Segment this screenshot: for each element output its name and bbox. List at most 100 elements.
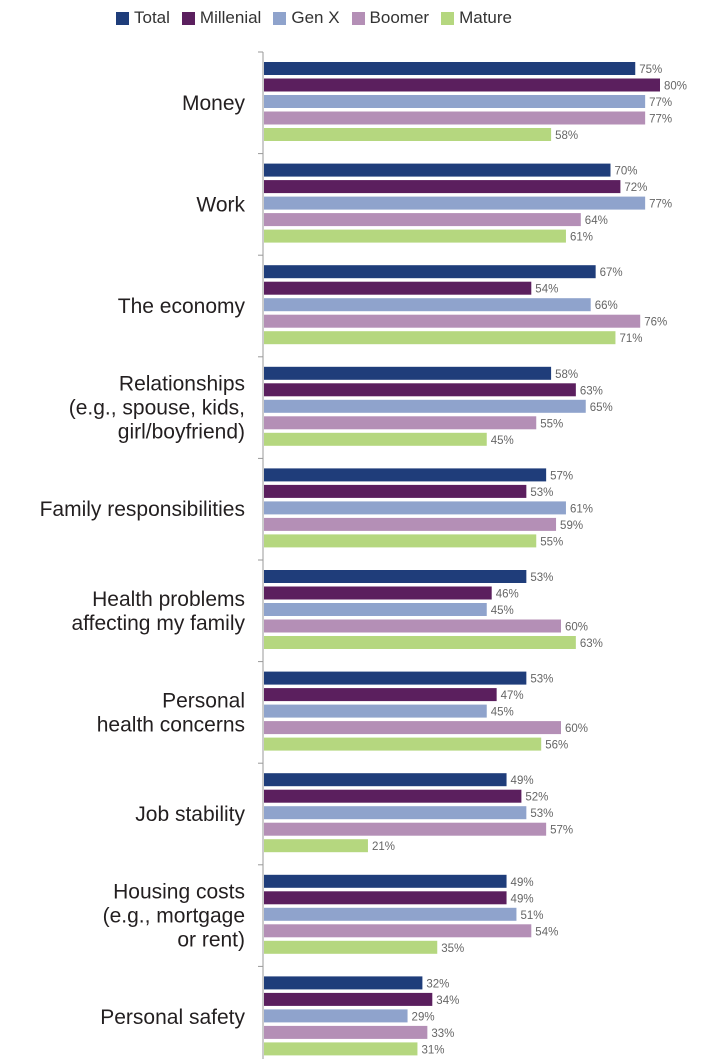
category-label: Health problems affecting my family xyxy=(71,588,245,635)
data-label: 61% xyxy=(570,503,593,515)
data-label: 45% xyxy=(491,707,514,719)
bar-gen-x xyxy=(264,196,646,210)
bar-gen-x xyxy=(264,501,566,515)
bar-boomer xyxy=(264,517,557,531)
legend-label: Millenial xyxy=(199,8,262,27)
data-label: 75% xyxy=(639,64,662,76)
bar-mature xyxy=(264,737,542,751)
bar-total xyxy=(264,874,507,888)
data-label: 51% xyxy=(520,910,543,922)
bar-mature xyxy=(264,636,576,649)
legend-label: Gen X xyxy=(291,8,340,27)
category-label-line: girl/boyfriend) xyxy=(118,421,245,444)
data-label: 49% xyxy=(511,893,534,905)
bar-total xyxy=(264,773,507,787)
bar-total xyxy=(264,976,423,990)
data-label: 70% xyxy=(615,166,638,178)
category-label: Relationships (e.g., spouse, kids, girl/bo… xyxy=(69,373,245,444)
data-label: 34% xyxy=(436,995,459,1007)
bar-boomer xyxy=(264,213,581,227)
bar-total xyxy=(264,671,527,685)
category-label-line: Work xyxy=(196,193,245,216)
category-label-line: affecting my family xyxy=(71,612,245,635)
data-label: 53% xyxy=(530,674,553,686)
bar-millenial xyxy=(264,78,660,92)
bar-total xyxy=(264,570,527,583)
data-label: 57% xyxy=(550,470,573,482)
data-label: 63% xyxy=(580,638,603,650)
legend-item: Mature xyxy=(441,8,512,28)
bar-total xyxy=(264,468,547,482)
data-label: 53% xyxy=(530,572,553,584)
data-label: 49% xyxy=(511,775,534,787)
data-label: 29% xyxy=(412,1011,435,1023)
data-label: 32% xyxy=(426,978,449,990)
bar-millenial xyxy=(264,281,532,295)
data-label: 54% xyxy=(535,926,558,938)
bar-mature xyxy=(264,432,487,446)
category-label-line: The economy xyxy=(118,295,246,318)
data-label: 31% xyxy=(421,1044,444,1056)
bar-millenial xyxy=(264,891,507,905)
category-label-line: Health problems xyxy=(92,588,245,611)
data-label: 53% xyxy=(530,487,553,499)
legend-label: Mature xyxy=(459,8,512,27)
bar-millenial xyxy=(264,383,576,397)
bar-total xyxy=(264,62,636,75)
bar-total xyxy=(264,265,596,279)
legend-item: Boomer xyxy=(351,8,430,28)
bar-total xyxy=(264,366,552,380)
data-label: 46% xyxy=(496,589,519,601)
bar-mature xyxy=(264,229,566,243)
category-label-line: (e.g., mortgage xyxy=(103,905,245,928)
category-label: Family responsibilities xyxy=(40,498,245,521)
category-label-line: health concerns xyxy=(97,713,245,736)
bar-total xyxy=(264,163,611,177)
category-label: Housing costs (e.g., mortgage or rent) xyxy=(103,881,245,952)
legend-swatch xyxy=(351,11,365,25)
bar-boomer xyxy=(264,721,561,735)
bar-mature xyxy=(264,839,368,853)
category-label-line: Family responsibilities xyxy=(40,498,245,521)
legend-label: Total xyxy=(134,8,170,27)
data-label: 80% xyxy=(664,81,687,93)
bar-millenial xyxy=(264,180,621,194)
category-label: Job stability xyxy=(135,803,245,826)
bar-gen-x xyxy=(264,806,527,820)
bar-mature xyxy=(264,331,616,345)
legend-swatch xyxy=(273,11,287,25)
data-label: 71% xyxy=(619,333,642,345)
data-label: 77% xyxy=(649,199,672,211)
bar-millenial xyxy=(264,789,522,803)
category-label-line: Personal xyxy=(162,689,245,712)
category-label-line: or rent) xyxy=(177,929,245,952)
data-label: 55% xyxy=(540,536,563,548)
data-label: 45% xyxy=(491,435,514,447)
data-label: 57% xyxy=(550,825,573,837)
legend-swatch xyxy=(181,11,195,25)
data-label: 53% xyxy=(530,808,553,820)
bar-gen-x xyxy=(264,1009,408,1023)
bar-gen-x xyxy=(264,907,517,921)
bar-boomer xyxy=(264,314,641,328)
bar-millenial xyxy=(264,586,492,600)
data-label: 52% xyxy=(525,792,548,804)
bar-mature xyxy=(264,128,552,141)
data-label: 66% xyxy=(595,300,618,312)
data-label: 58% xyxy=(555,369,578,381)
bar-mature xyxy=(264,1042,418,1056)
legend-item: Millenial xyxy=(181,8,262,28)
legend-label: Boomer xyxy=(369,8,430,27)
bar-gen-x xyxy=(264,298,591,312)
data-label: 59% xyxy=(560,520,583,532)
bar-millenial xyxy=(264,992,433,1006)
category-label-line: Money xyxy=(182,92,246,115)
bar-millenial xyxy=(264,484,527,498)
legend-item: Total xyxy=(116,8,170,28)
data-label: 60% xyxy=(565,723,588,735)
data-label: 55% xyxy=(540,418,563,430)
category-label-line: Relationships xyxy=(119,373,245,396)
category-label: Personal safety xyxy=(100,1006,245,1029)
category-label-line: Job stability xyxy=(135,803,245,826)
data-label: 77% xyxy=(649,114,672,126)
